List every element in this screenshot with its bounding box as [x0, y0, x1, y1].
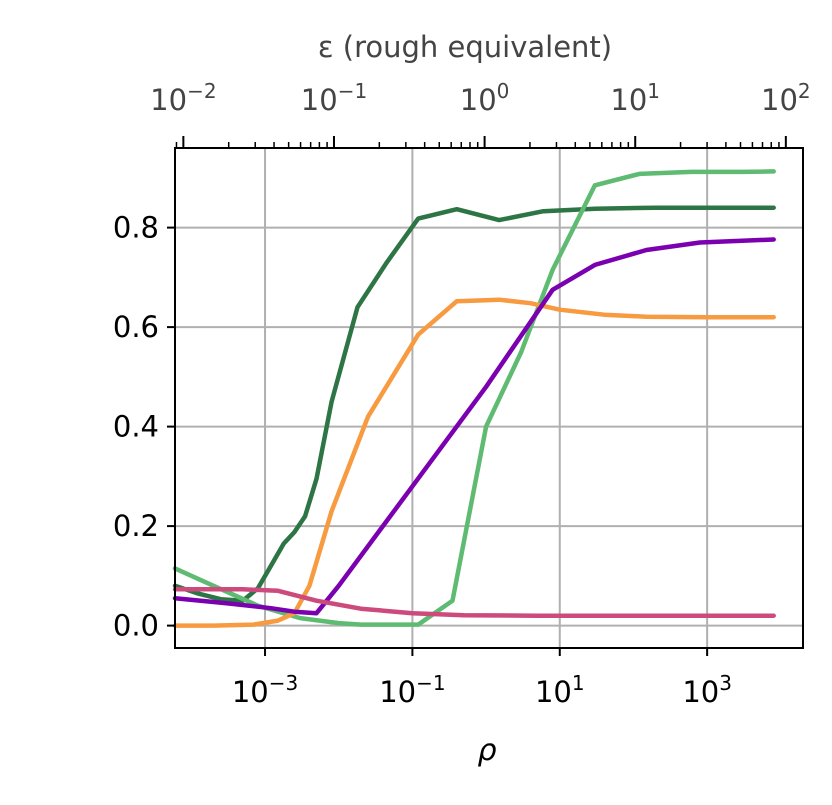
- series-line-1: [172, 205, 776, 603]
- y-tick-label: 0.6: [113, 310, 159, 344]
- top-tick-label: 100: [460, 79, 510, 117]
- grid: [175, 148, 803, 648]
- top-axis-label: ε (rough equivalent): [318, 30, 612, 64]
- y-tick-label: 0.8: [113, 211, 159, 245]
- top-axis-ticks: 10−2 10−1 100 101 102: [150, 79, 811, 148]
- top-tick-label: 101: [610, 79, 660, 117]
- y-axis-ticks: 0.0 0.2 0.4 0.6 0.8: [113, 211, 175, 643]
- top-tick-label: 10−2: [150, 79, 216, 117]
- series-line-2: [172, 169, 776, 627]
- series-line-4: [172, 237, 776, 616]
- y-tick-label: 0.0: [113, 609, 159, 643]
- x-axis-ticks: 10−3 10−1 101 103: [232, 648, 732, 709]
- top-minor-ticks: [175, 142, 780, 148]
- x-axis-label: ρ: [477, 733, 496, 768]
- series-line-5: [172, 587, 776, 618]
- top-tick-label: 102: [761, 79, 811, 117]
- series-lines: [172, 169, 776, 628]
- plot-frame: [174, 147, 804, 649]
- x-tick-label: 10−3: [232, 671, 298, 709]
- y-tick-label: 0.4: [113, 410, 159, 444]
- series-line-3: [172, 297, 776, 628]
- top-tick-label: 10−1: [301, 79, 367, 117]
- x-tick-label: 10−1: [379, 671, 445, 709]
- x-tick-label: 101: [535, 671, 585, 709]
- x-tick-label: 103: [682, 671, 732, 709]
- y-tick-label: 0.2: [113, 509, 159, 543]
